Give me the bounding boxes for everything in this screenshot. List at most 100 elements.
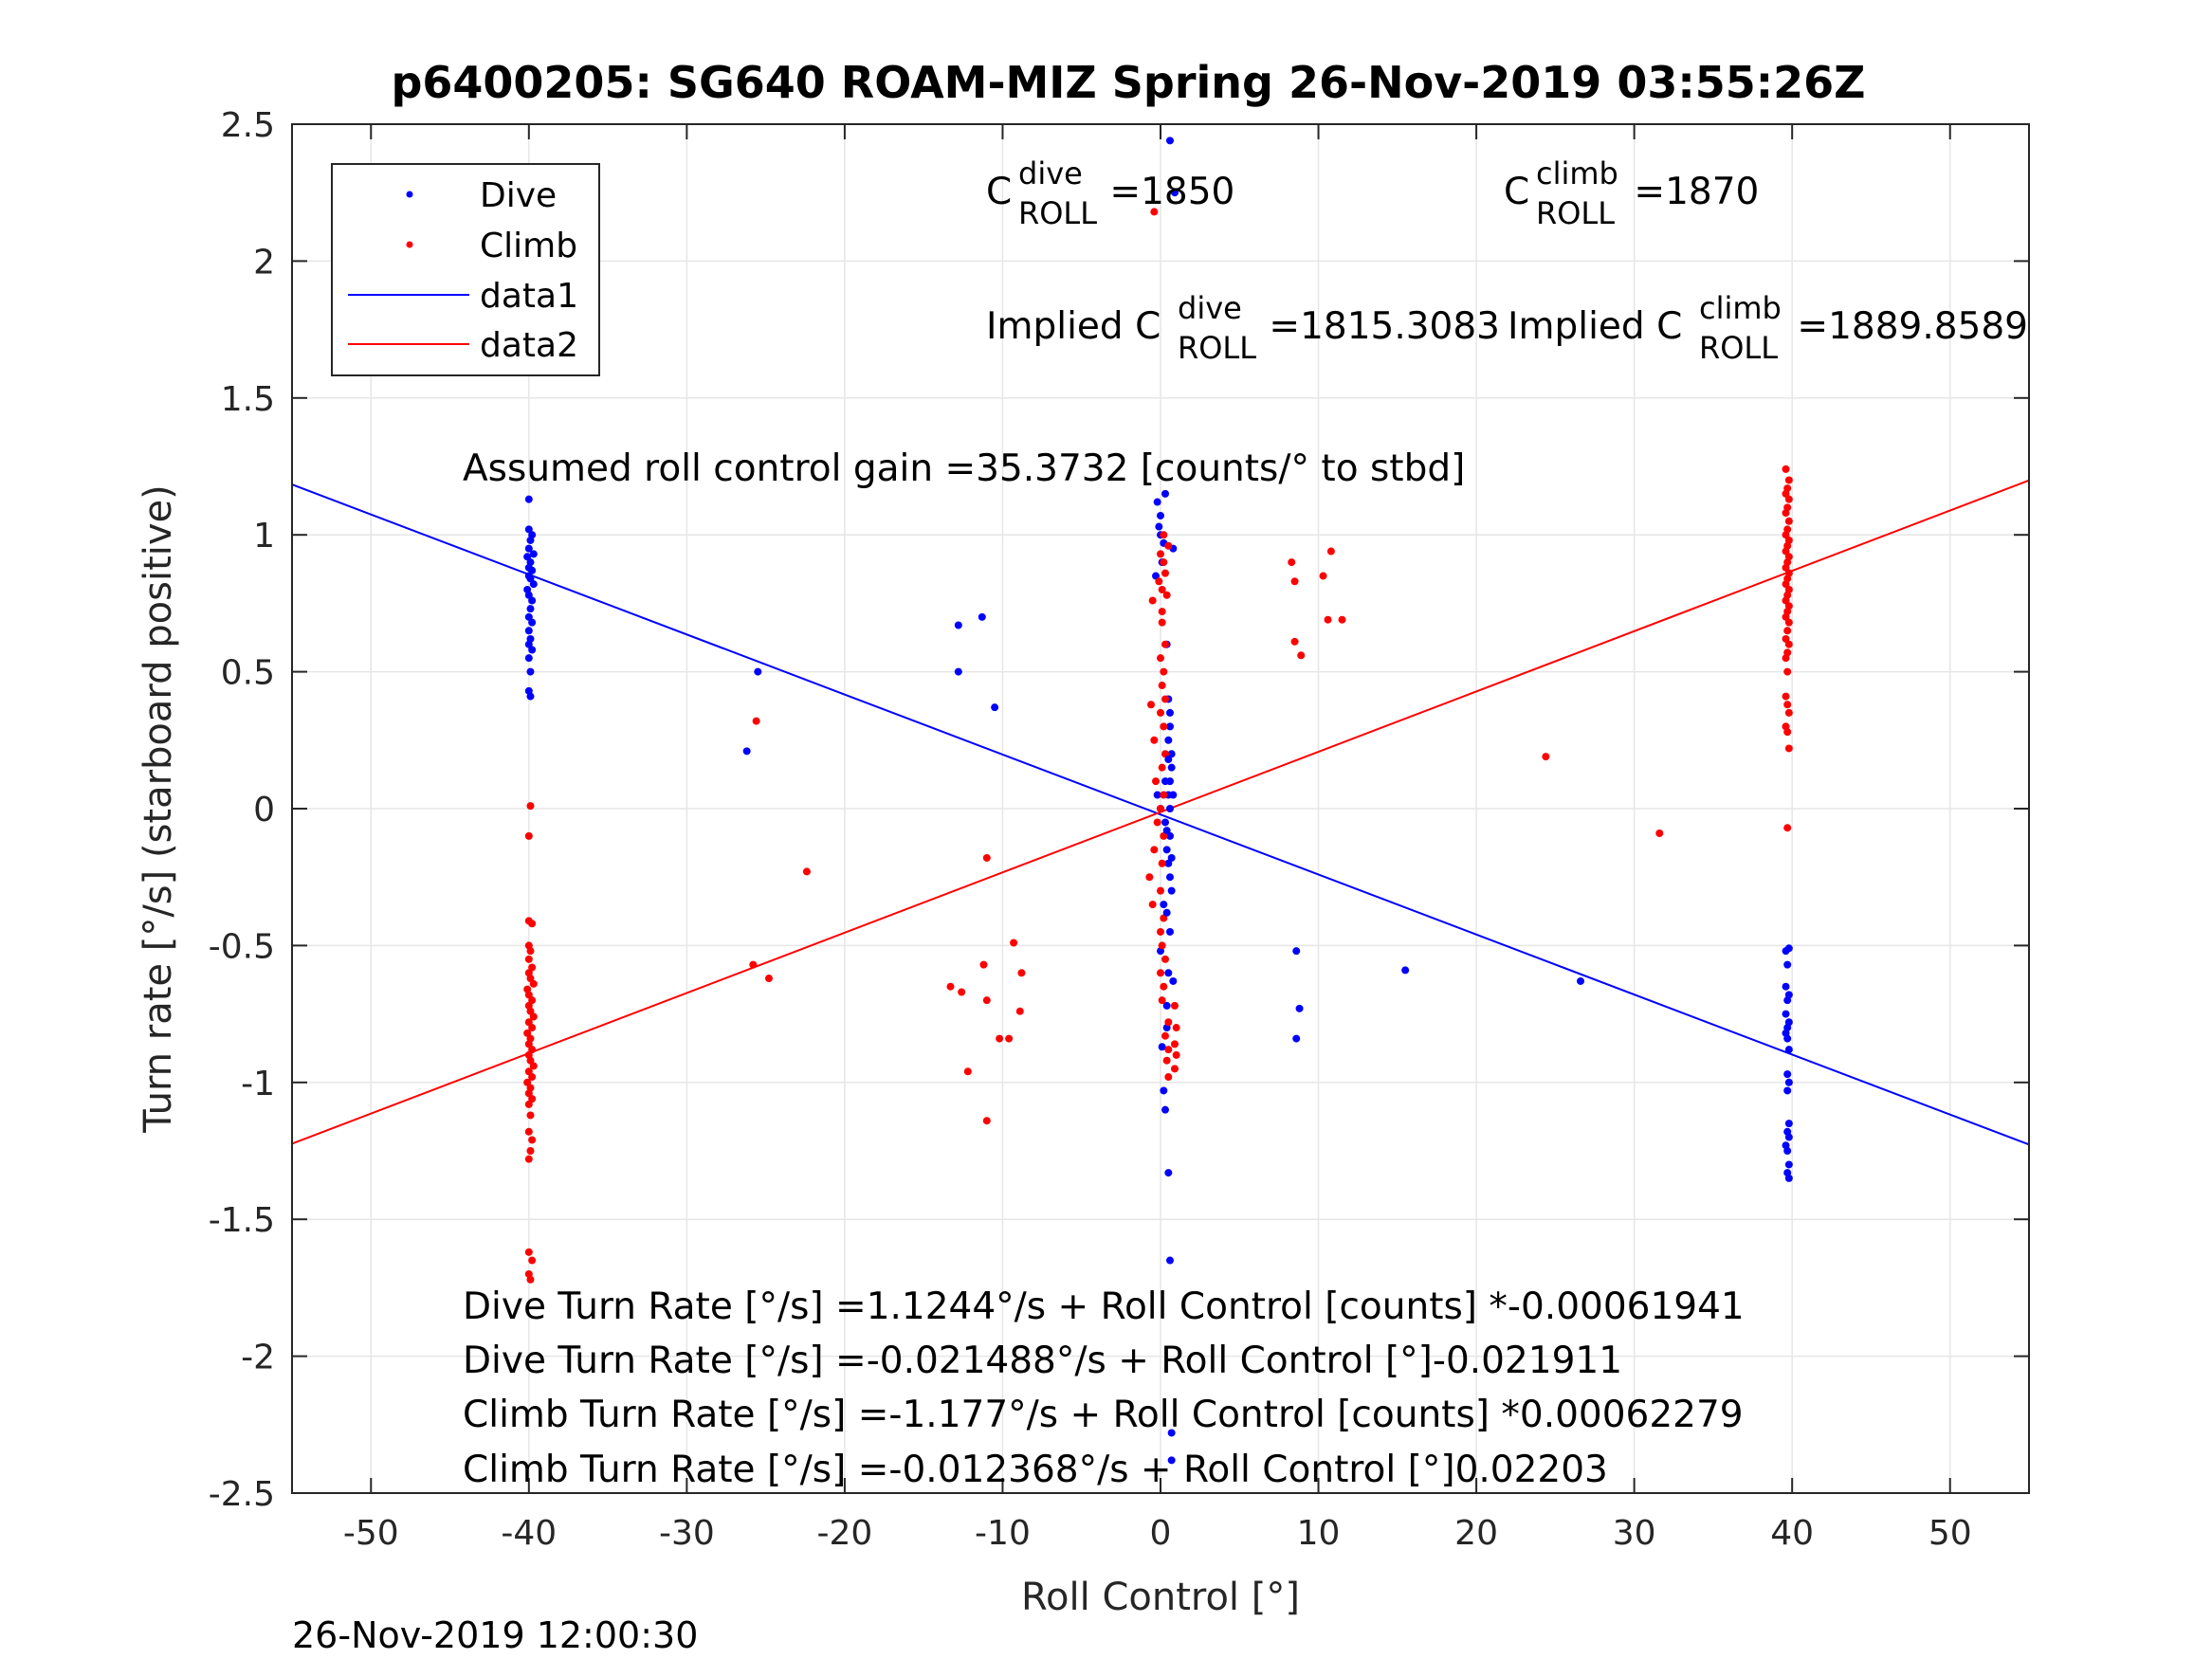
climb-point (1170, 1040, 1179, 1048)
climb-point (523, 1078, 532, 1086)
climb-point (1160, 667, 1168, 676)
dive-point (524, 640, 533, 648)
dive-point (1162, 827, 1171, 835)
climb-point (1157, 927, 1164, 936)
climb-point (1782, 563, 1790, 572)
climb-point (526, 802, 535, 811)
dive-point (526, 536, 535, 544)
dive-point (1165, 805, 1174, 812)
climb-point (1158, 608, 1166, 616)
dive-point (1167, 886, 1176, 895)
dive-point (1158, 1043, 1166, 1051)
climb-point (1172, 1024, 1180, 1032)
climb-point (524, 1018, 533, 1027)
climb-point (524, 991, 533, 999)
climb-point (1158, 859, 1166, 867)
legend-climb-label: Climb (480, 227, 577, 265)
climb-point (1161, 750, 1169, 758)
dive-point (1169, 791, 1178, 799)
climb-point (1782, 509, 1790, 518)
implied-climb-sub: ROLL (1699, 330, 1778, 366)
y-tick-label: 1 (253, 517, 275, 556)
x-tick-label: 10 (1297, 1514, 1341, 1553)
climb-point (1164, 1018, 1173, 1027)
climb-point (963, 1067, 972, 1076)
x-axis-label: Roll Control [°] (1021, 1576, 1300, 1619)
climb-point (1290, 637, 1299, 646)
dive-point (529, 580, 538, 589)
climb-point (1161, 1031, 1169, 1040)
c-dive-value: =1850 (1098, 171, 1234, 213)
climb-point (752, 717, 760, 725)
climb-point (1784, 517, 1793, 525)
dive-point (1164, 969, 1173, 977)
c-roll-climb-annotation: C climb ROLL =1870 (1504, 155, 1759, 231)
y-tick-label: -1 (241, 1065, 275, 1103)
dive-point (1784, 1160, 1793, 1169)
legend-climb-marker (406, 241, 413, 248)
climb-point (1782, 580, 1790, 589)
climb-point (1158, 941, 1166, 950)
fit-line-data1 (291, 483, 2030, 1146)
y-axis-label: Turn rate [°/s] (starboard positive) (137, 484, 180, 1134)
y-tick-label: 0.5 (221, 654, 275, 693)
axis-ticks: -50 -40 -30 -20 -10 0 10 20 30 40 50 2.5 2 1.5 1 0.5 0 -0… (209, 106, 2029, 1553)
legend-dive-label: Dive (480, 176, 557, 215)
climb-point (1172, 1050, 1180, 1059)
climb-point (524, 831, 533, 840)
climb-point (1783, 701, 1792, 709)
climb-point (529, 1062, 538, 1070)
dive-point (1783, 1034, 1792, 1043)
dive-equation-degrees: Dive Turn Rate [°/s] =-0.021488°/s + Rol… (463, 1340, 1622, 1382)
climb-point (996, 1034, 1004, 1043)
climb-point (529, 1012, 538, 1021)
climb-point (1319, 572, 1327, 580)
dive-point (1160, 1086, 1168, 1095)
dive-point (1784, 1046, 1793, 1054)
dive-point (1169, 976, 1178, 985)
climb-point (1161, 569, 1169, 577)
climb-point (1782, 465, 1790, 473)
roll-gain-annotation: Assumed roll control gain =35.3732 [coun… (463, 447, 1465, 490)
climb-point (982, 853, 991, 862)
climb-point (1148, 901, 1157, 909)
climb-point (1160, 558, 1168, 567)
dive-point (1782, 982, 1790, 991)
climb-point (1324, 615, 1332, 624)
dive-point (526, 667, 535, 676)
legend: Dive Climb data1 data2 (331, 163, 600, 376)
legend-box (331, 163, 600, 376)
climb-point (528, 1073, 537, 1082)
climb-point (1326, 547, 1335, 556)
dive-point (1160, 901, 1168, 909)
c-dive-sub: ROLL (1018, 195, 1097, 231)
climb-point (1784, 744, 1793, 753)
climb-point (1157, 550, 1164, 558)
y-tick-label: 1.5 (221, 380, 275, 419)
climb-point (1784, 640, 1793, 648)
climb-point (1784, 618, 1793, 627)
dive-point (1784, 1120, 1793, 1128)
c-climb-base: C (1504, 171, 1529, 213)
climb-point (1338, 615, 1346, 624)
implied-climb-prefix: Implied C (1508, 305, 1682, 348)
climb-point (1783, 728, 1792, 737)
implied-dive-sub: ROLL (1178, 330, 1256, 366)
dive-point (1164, 736, 1173, 744)
climb-point (1158, 585, 1166, 593)
dive-point (1162, 908, 1171, 917)
climb-point (1161, 640, 1169, 648)
dive-point (1167, 853, 1176, 862)
dive-point (1157, 511, 1164, 520)
climb-point (526, 1275, 535, 1284)
climb-point (1152, 777, 1161, 786)
x-tick-label: 20 (1454, 1514, 1498, 1553)
dive-point (1292, 947, 1301, 956)
dive-point (1165, 722, 1174, 731)
climb-point (1160, 531, 1168, 539)
dive-point (1784, 1133, 1793, 1141)
dive-point (1783, 1070, 1792, 1079)
climb-point (1161, 955, 1169, 963)
climb-point (1017, 969, 1026, 977)
dive-point (954, 667, 962, 676)
